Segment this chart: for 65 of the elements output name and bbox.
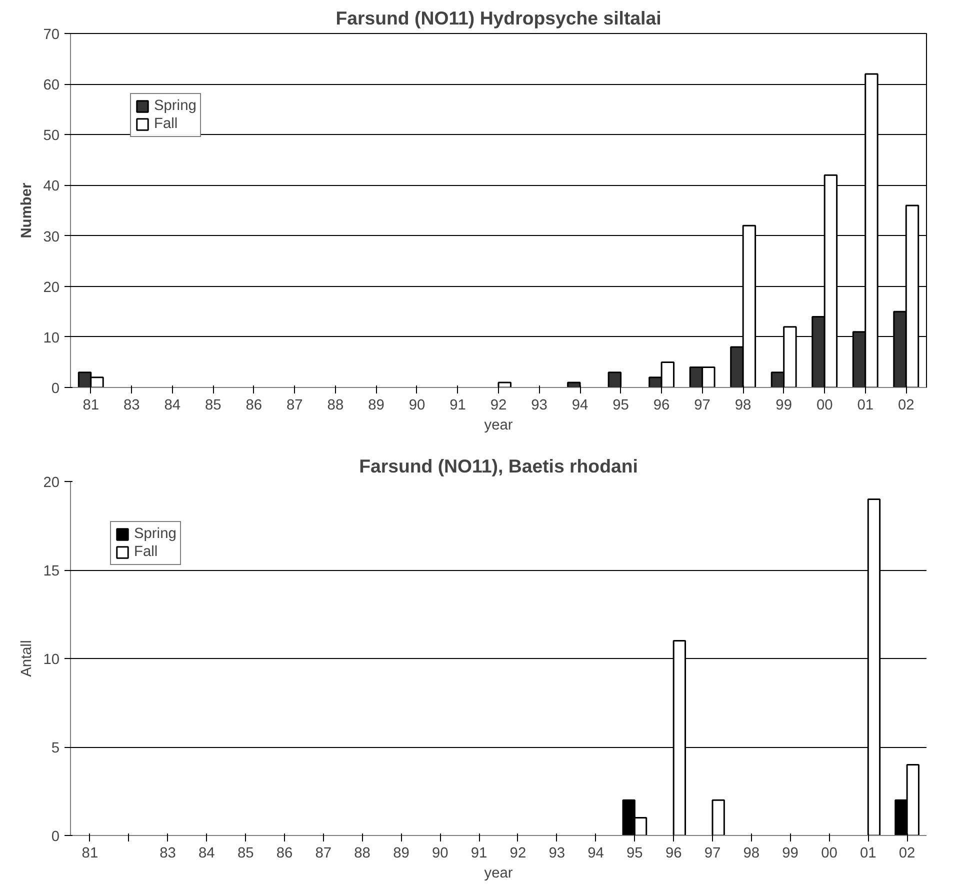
x-tick-label: 00 [821, 846, 838, 862]
x-tick-label: 99 [776, 398, 792, 414]
y-tick-label: 50 [43, 128, 60, 144]
x-axis-title: year [484, 418, 513, 434]
x-tick-label: 89 [393, 846, 410, 862]
x-tick-label: 84 [198, 846, 215, 862]
chart-title: Farsund (NO11) Hydropsyche siltalai [336, 8, 662, 28]
legend-label: Fall [154, 116, 178, 132]
x-tick-label: 83 [123, 398, 140, 414]
x-tick-label: 02 [898, 846, 916, 862]
x-tick-label: 97 [694, 398, 710, 414]
y-tick-label: 40 [43, 178, 60, 195]
x-tick-label: 94 [572, 398, 588, 414]
x-tick-label: 86 [246, 398, 262, 414]
x-tick-label: 88 [327, 398, 344, 414]
x-tick-label: 90 [408, 398, 426, 414]
x-tick-label: 02 [898, 398, 914, 414]
legend-label: Spring [154, 98, 196, 114]
x-tick-label: 91 [450, 398, 466, 414]
x-tick-label: 88 [354, 846, 370, 862]
x-tick-label: 87 [315, 846, 332, 862]
x-tick-label: 98 [734, 398, 752, 414]
x-tick-label: 86 [276, 846, 293, 862]
x-tick-label: 93 [548, 846, 566, 862]
x-tick-label: 81 [82, 398, 100, 414]
x-tick-label: 89 [368, 398, 384, 414]
x-tick-label: 85 [237, 846, 254, 862]
x-tick-label: 81 [82, 846, 98, 862]
x-axis-title: year [484, 866, 513, 882]
x-tick-label: 95 [626, 846, 643, 862]
y-tick-label: 20 [43, 280, 60, 296]
y-tick-label: 10 [43, 652, 60, 668]
y-tick-label: 10 [43, 330, 60, 346]
x-tick-label: 96 [665, 846, 682, 862]
y-axis-title: Number [19, 182, 36, 238]
y-axis-title: Antall [19, 640, 36, 677]
x-tick-label: 99 [782, 846, 798, 862]
x-tick-label: 87 [286, 398, 303, 414]
y-tick-label: 30 [43, 229, 60, 246]
y-tick-label: 5 [51, 740, 60, 756]
x-tick-label: 98 [743, 846, 760, 862]
y-tick-label: 15 [43, 564, 60, 580]
x-tick-label: 97 [704, 846, 721, 862]
x-tick-label: 92 [510, 846, 526, 862]
y-tick-label: 0 [51, 829, 60, 845]
x-tick-label: 84 [164, 398, 181, 414]
x-tick-label: 96 [653, 398, 670, 414]
x-tick-label: 93 [531, 398, 548, 414]
y-tick-label: 70 [43, 27, 60, 43]
x-tick-label: 92 [490, 398, 507, 414]
x-tick-label: 85 [205, 398, 222, 414]
x-tick-label: 94 [588, 846, 604, 862]
x-tick-label: 90 [432, 846, 448, 862]
y-tick-label: 60 [43, 78, 60, 94]
x-tick-label: 95 [612, 398, 629, 414]
chart-title: Farsund (NO11), Baetis rhodani [359, 456, 638, 476]
x-tick-label: 01 [857, 398, 874, 414]
x-tick-label: 91 [470, 846, 488, 862]
y-tick-label: 20 [43, 475, 60, 491]
legend-label: Fall [134, 544, 158, 560]
x-tick-label: 00 [816, 398, 833, 414]
y-tick-label: 0 [51, 381, 60, 397]
x-tick-label: 01 [860, 846, 876, 862]
legend-label: Spring [134, 526, 176, 542]
x-tick-label: 83 [160, 846, 176, 862]
